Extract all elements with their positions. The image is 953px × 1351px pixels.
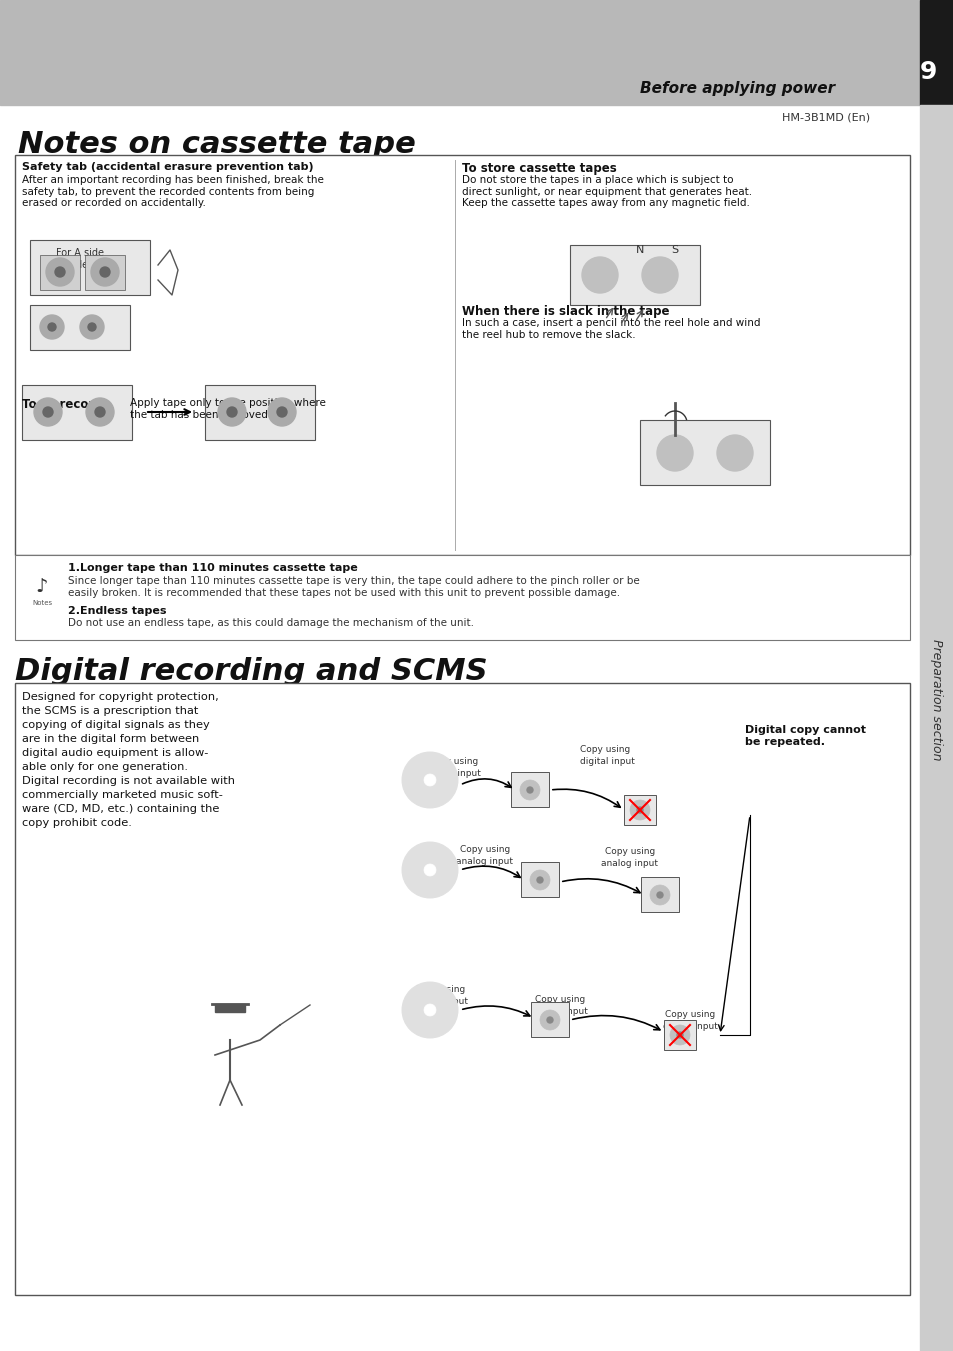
Text: Designed for copyright protection,
the SCMS is a prescription that
copying of di: Designed for copyright protection, the S… — [22, 692, 234, 828]
Bar — [663, 1020, 696, 1050]
Text: Copy using
analog input: Copy using analog input — [411, 985, 468, 1005]
Text: Copy using
analog input: Copy using analog input — [601, 847, 658, 867]
Circle shape — [649, 885, 669, 905]
Circle shape — [657, 435, 692, 471]
Bar — [15, 555, 909, 640]
Circle shape — [46, 258, 74, 286]
Bar — [623, 794, 656, 825]
Bar — [511, 771, 548, 807]
Bar — [30, 240, 150, 295]
Bar — [85, 255, 125, 290]
Circle shape — [40, 315, 64, 339]
Text: Notes: Notes — [31, 600, 52, 607]
Text: 1.Longer tape than 110 minutes cassette tape: 1.Longer tape than 110 minutes cassette … — [68, 563, 357, 573]
Circle shape — [717, 435, 752, 471]
Text: Copy using
digital input: Copy using digital input — [532, 994, 587, 1016]
Bar — [15, 684, 909, 1296]
Bar — [639, 420, 769, 485]
Bar — [214, 1004, 245, 1012]
Bar — [40, 255, 80, 290]
Circle shape — [34, 399, 62, 426]
Text: In such a case, insert a pencil into the reel hole and wind
the reel hub to remo: In such a case, insert a pencil into the… — [461, 317, 760, 339]
Text: Digital copy cannot
be repeated.: Digital copy cannot be repeated. — [744, 725, 865, 747]
Text: Safety tab (accidental erasure prevention tab): Safety tab (accidental erasure preventio… — [22, 162, 314, 172]
Text: Digital recording and SCMS: Digital recording and SCMS — [15, 657, 487, 686]
Circle shape — [95, 407, 105, 417]
Bar — [205, 385, 314, 440]
Text: Preparation section: Preparation section — [929, 639, 943, 761]
Text: Copy using
analog input: Copy using analog input — [456, 844, 513, 866]
Text: Copy using
digital input: Copy using digital input — [425, 757, 480, 778]
Bar — [15, 155, 909, 555]
Circle shape — [48, 323, 56, 331]
Circle shape — [401, 982, 457, 1038]
Circle shape — [55, 267, 65, 277]
Circle shape — [423, 774, 436, 786]
Text: For B side: For B side — [40, 259, 88, 270]
Bar — [919, 105, 953, 1351]
Text: Copy using
digital input: Copy using digital input — [579, 744, 634, 766]
Text: To re-record: To re-record — [22, 399, 103, 411]
Text: After an important recording has been finished, break the
safety tab, to prevent: After an important recording has been fi… — [22, 176, 323, 208]
Circle shape — [546, 1017, 553, 1023]
Circle shape — [80, 315, 104, 339]
Circle shape — [669, 1025, 689, 1046]
Bar — [520, 862, 558, 897]
Circle shape — [657, 892, 662, 898]
Circle shape — [423, 1004, 436, 1016]
Circle shape — [88, 323, 96, 331]
Text: Do not store the tapes in a place which is subject to
direct sunlight, or near e: Do not store the tapes in a place which … — [461, 176, 751, 208]
Text: Before applying power: Before applying power — [639, 81, 834, 96]
Bar — [569, 245, 700, 305]
Text: For A side: For A side — [56, 249, 104, 258]
Text: To store cassette tapes: To store cassette tapes — [461, 162, 616, 176]
Bar — [640, 877, 679, 912]
Text: N: N — [635, 245, 643, 255]
Circle shape — [526, 788, 533, 793]
Bar — [919, 0, 953, 105]
Circle shape — [227, 407, 236, 417]
Bar — [0, 0, 919, 105]
Text: Apply tape only to the position where
the tab has been removed.: Apply tape only to the position where th… — [130, 399, 326, 420]
Text: ♪: ♪ — [35, 577, 49, 597]
Text: Copy using
digital input: Copy using digital input — [662, 1011, 717, 1031]
Circle shape — [401, 753, 457, 808]
Text: Since longer tape than 110 minutes cassette tape is very thin, the tape could ad: Since longer tape than 110 minutes casse… — [68, 576, 639, 597]
Circle shape — [43, 407, 53, 417]
Circle shape — [86, 399, 113, 426]
Text: 9: 9 — [919, 59, 936, 84]
Circle shape — [637, 807, 642, 813]
Text: S: S — [671, 245, 678, 255]
Circle shape — [537, 877, 542, 884]
Bar — [22, 385, 132, 440]
Text: HM-3B1MD (En): HM-3B1MD (En) — [781, 112, 869, 122]
Text: 2.Endless tapes: 2.Endless tapes — [68, 607, 167, 616]
Circle shape — [519, 780, 539, 800]
Circle shape — [24, 571, 60, 608]
Circle shape — [677, 1032, 682, 1038]
Circle shape — [91, 258, 119, 286]
Circle shape — [530, 870, 550, 890]
Circle shape — [100, 267, 110, 277]
Circle shape — [268, 399, 295, 426]
Circle shape — [401, 842, 457, 898]
Text: Do not use an endless tape, as this could damage the mechanism of the unit.: Do not use an endless tape, as this coul… — [68, 617, 474, 628]
Text: Notes on cassette tape: Notes on cassette tape — [18, 130, 416, 159]
Bar — [30, 305, 130, 350]
Circle shape — [641, 257, 678, 293]
Circle shape — [581, 257, 618, 293]
Circle shape — [423, 865, 436, 875]
Circle shape — [629, 800, 649, 820]
Circle shape — [214, 1011, 245, 1040]
Circle shape — [276, 407, 287, 417]
Bar — [531, 1002, 568, 1038]
Circle shape — [539, 1011, 559, 1029]
Text: When there is slack in the tape: When there is slack in the tape — [461, 305, 669, 317]
Circle shape — [218, 399, 246, 426]
